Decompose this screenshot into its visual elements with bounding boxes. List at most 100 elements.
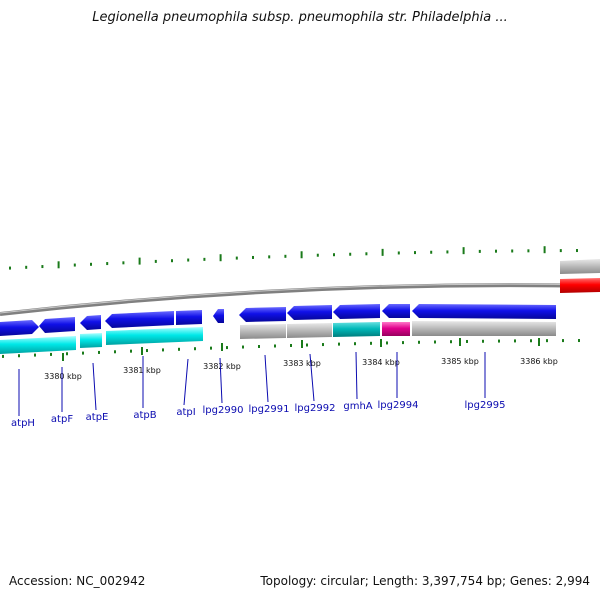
lower-track-tick: [322, 343, 324, 347]
gene-arrow-atpH[interactable]: [0, 320, 39, 336]
gc-tick: [576, 249, 578, 253]
gc-content-track: [9, 246, 578, 270]
cog-block-lpg2992[interactable]: [287, 323, 332, 338]
gc-tick: [235, 256, 238, 260]
gene-arrow-lpg2990[interactable]: [213, 309, 224, 323]
gc-tick: [462, 247, 465, 255]
lower-track-tick: [418, 340, 420, 344]
gc-tick: [171, 259, 173, 263]
scale-tick-label: 3383 kbp: [283, 359, 321, 368]
scale-tick-label: 3386 kbp: [520, 357, 558, 366]
scale-tick-label: 3385 kbp: [441, 357, 479, 366]
gene-arrow-lpg2994[interactable]: [382, 304, 410, 318]
gene-leader-line: [92, 362, 97, 411]
lower-track-tick: [18, 354, 20, 358]
gene-label[interactable]: lpg2991: [249, 404, 290, 415]
scale-tick-label: 3384 kbp: [362, 358, 400, 367]
cog-block-lpg2995[interactable]: [412, 321, 556, 336]
lower-track-tick: [498, 339, 500, 343]
accession-text: Accession: NC_002942: [9, 574, 146, 588]
cog-block-atpE[interactable]: [80, 333, 102, 348]
feature-gray-upper: [560, 259, 600, 274]
gene-label[interactable]: atpE: [86, 412, 109, 423]
gc-tick: [57, 261, 60, 269]
cog-block-atpB[interactable]: [106, 327, 203, 345]
gene-label[interactable]: lpg2995: [465, 400, 506, 411]
gc-tick: [138, 257, 141, 265]
gene-leader-line: [309, 353, 315, 402]
gc-tick: [333, 253, 335, 257]
lower-track-tick: [82, 351, 84, 355]
feature-red-upper: [560, 278, 600, 293]
gene-leader-line: [355, 351, 358, 400]
cog-track: [0, 321, 556, 354]
gc-tick: [41, 265, 44, 269]
scale-tick: [459, 338, 461, 346]
gc-tick: [397, 251, 400, 255]
lower-track-tick: [514, 339, 516, 343]
cog-block-atpH[interactable]: [0, 336, 76, 354]
gene-arrow-atpI[interactable]: [176, 310, 202, 325]
scale-tick: [221, 343, 223, 351]
lower-track-tick: [546, 339, 548, 343]
gc-tick: [365, 252, 368, 256]
genome-backbone: [0, 283, 600, 316]
lower-track-tick: [306, 343, 308, 347]
scale-ruler: 3380 kbp 3381 kbp 3382 kbp 3383 kbp 3384 kbp…: [44, 338, 558, 381]
gc-tick: [73, 263, 76, 267]
lower-track-tick: [402, 341, 404, 345]
lower-track-tick: [370, 341, 372, 345]
gc-tick: [349, 252, 352, 256]
lower-track-tick: [178, 347, 180, 351]
gene-label[interactable]: atpH: [11, 418, 35, 429]
genome-title: Legionella pneumophila subsp. pneumophil…: [92, 10, 508, 25]
gene-leader-line: [219, 357, 223, 404]
gc-tick: [381, 248, 384, 256]
gene-label[interactable]: lpg2990: [203, 405, 244, 416]
gc-tick: [495, 249, 497, 253]
gene-label[interactable]: atpF: [51, 414, 73, 425]
lower-track-tick: [162, 348, 164, 352]
lower-track-tick: [130, 349, 132, 353]
cog-block-lpg2991[interactable]: [240, 324, 286, 339]
gc-tick: [300, 251, 303, 259]
gene-label[interactable]: lpg2992: [295, 403, 336, 414]
gc-tick: [154, 259, 157, 263]
gene-arrow-lpg2995[interactable]: [412, 304, 556, 319]
lower-track-tick: [226, 346, 228, 350]
gene-arrow-gmhA[interactable]: [333, 304, 380, 319]
lower-track-tick: [290, 343, 292, 347]
gc-tick: [268, 255, 271, 259]
gc-tick: [414, 251, 416, 255]
scale-tick: [141, 347, 143, 355]
lower-track-tick: [482, 339, 484, 343]
lower-track-tick: [66, 352, 68, 356]
lower-track-tick: [2, 354, 4, 358]
scale-tick-label: 3382 kbp: [203, 362, 241, 371]
gene-label[interactable]: atpI: [176, 407, 195, 418]
gene-label[interactable]: atpB: [133, 410, 156, 421]
gene-label[interactable]: gmhA: [343, 401, 372, 412]
gc-tick: [219, 254, 222, 262]
gene-arrow-lpg2991[interactable]: [239, 307, 286, 322]
lower-track-tick: [274, 344, 276, 348]
lower-track-tick: [98, 350, 100, 354]
gene-arrow-atpF[interactable]: [39, 317, 75, 333]
gene-arrow-atpE[interactable]: [80, 315, 101, 330]
cog-block-lpg2994[interactable]: [382, 322, 410, 336]
gc-tick: [9, 266, 11, 270]
gc-tick: [203, 257, 206, 261]
gene-arrow-atpB[interactable]: [105, 311, 174, 328]
gc-tick: [543, 246, 546, 254]
lower-track-tick: [34, 353, 36, 357]
gc-tick: [446, 250, 449, 254]
lower-track-tick: [210, 346, 212, 350]
gene-labels: atpH atpF atpE atpB atpI lpg2990 lpg2991 lpg299…: [11, 351, 506, 429]
gene-label[interactable]: lpg2994: [378, 400, 419, 411]
scale-tick: [301, 340, 303, 348]
gene-arrow-lpg2992[interactable]: [287, 305, 332, 320]
gc-tick: [90, 262, 92, 266]
cog-block-gmhA[interactable]: [333, 322, 380, 337]
